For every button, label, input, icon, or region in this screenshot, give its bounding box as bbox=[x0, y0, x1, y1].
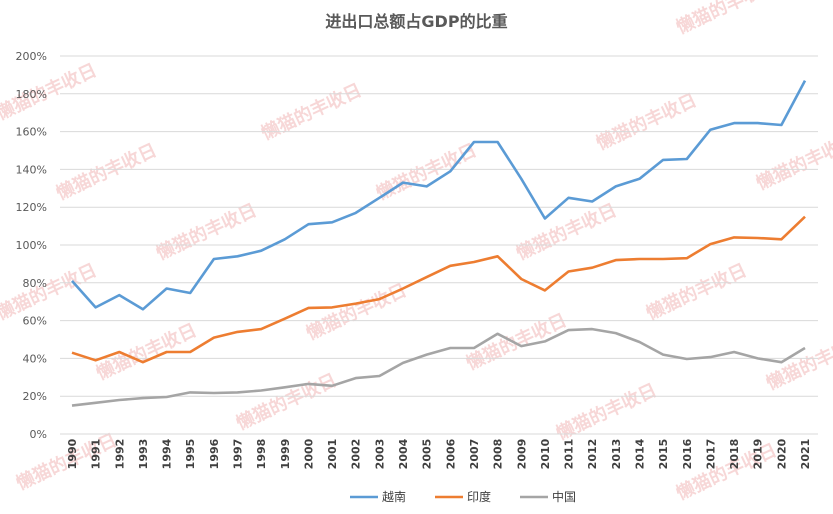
series-line-2 bbox=[71, 215, 806, 364]
x-tick-label: 2013 bbox=[610, 439, 623, 470]
x-tick-label: 1993 bbox=[137, 439, 150, 470]
x-tick-label: 2020 bbox=[775, 438, 788, 469]
watermark: 懒猫的丰收日 bbox=[513, 199, 620, 265]
y-tick-label: 40% bbox=[23, 352, 47, 365]
x-tick-label: 2001 bbox=[326, 439, 339, 470]
x-tick-label: 1996 bbox=[208, 438, 221, 469]
chart-title: 进出口总额占GDP的比重 bbox=[325, 12, 508, 31]
x-tick-label: 1990 bbox=[66, 438, 79, 469]
watermark: 懒猫的丰收日 bbox=[463, 309, 570, 375]
x-tick-label: 1998 bbox=[255, 439, 268, 470]
y-tick-label: 20% bbox=[23, 390, 47, 403]
x-tick-label: 2003 bbox=[373, 439, 386, 470]
series-line-3 bbox=[71, 327, 806, 407]
legend-label: 越南 bbox=[382, 489, 406, 504]
x-tick-label: 2009 bbox=[515, 439, 528, 470]
x-tick-label: 2008 bbox=[492, 439, 505, 470]
legend-label: 中国 bbox=[552, 489, 576, 504]
x-tick-label: 2018 bbox=[728, 439, 741, 470]
watermark: 懒猫的丰收日 bbox=[643, 259, 750, 325]
watermark: 懒猫的丰收日 bbox=[373, 139, 480, 205]
x-tick-label: 2011 bbox=[563, 439, 576, 470]
watermark: 懒猫的丰收日 bbox=[593, 89, 700, 155]
watermark: 懒猫的丰收日 bbox=[303, 279, 410, 345]
x-tick-label: 2010 bbox=[539, 438, 552, 469]
x-tick-label: 1994 bbox=[161, 438, 174, 469]
x-tick-label: 1992 bbox=[113, 439, 126, 470]
y-tick-label: 80% bbox=[23, 277, 47, 290]
watermark: 懒猫的丰收日 bbox=[553, 379, 660, 445]
y-tick-label: 200% bbox=[16, 50, 47, 63]
x-tick-label: 2012 bbox=[586, 439, 599, 470]
legend-label: 印度 bbox=[467, 489, 491, 504]
watermark: 懒猫的丰收日 bbox=[0, 259, 100, 325]
y-tick-label: 120% bbox=[16, 201, 47, 214]
watermark: 懒猫的丰收日 bbox=[753, 129, 833, 195]
x-tick-label: 2019 bbox=[752, 439, 765, 470]
x-tick-label: 1997 bbox=[232, 439, 245, 470]
y-tick-label: 0% bbox=[30, 428, 47, 441]
x-tick-label: 2006 bbox=[444, 438, 457, 469]
watermark: 懒猫的丰收日 bbox=[673, 0, 780, 39]
x-tick-label: 2002 bbox=[350, 439, 363, 470]
series-line-1 bbox=[71, 79, 807, 311]
x-tick-label: 2015 bbox=[657, 439, 670, 470]
watermark: 懒猫的丰收日 bbox=[233, 369, 340, 435]
x-tick-label: 2004 bbox=[397, 438, 410, 469]
x-tick-label: 2007 bbox=[468, 439, 481, 470]
x-tick-label: 2017 bbox=[704, 439, 717, 470]
x-tick-label: 2021 bbox=[799, 439, 812, 470]
y-tick-label: 160% bbox=[16, 126, 47, 139]
x-tick-label: 1999 bbox=[279, 439, 292, 470]
x-tick-label: 2014 bbox=[633, 438, 646, 469]
watermark: 懒猫的丰收日 bbox=[53, 139, 160, 205]
y-tick-label: 140% bbox=[16, 163, 47, 176]
x-tick-label: 2000 bbox=[302, 438, 315, 469]
x-tick-label: 1991 bbox=[90, 439, 103, 470]
x-tick-label: 2016 bbox=[681, 438, 694, 469]
y-tick-label: 180% bbox=[16, 88, 47, 101]
x-tick-label: 2005 bbox=[421, 439, 434, 470]
y-tick-label: 100% bbox=[16, 239, 47, 252]
y-tick-label: 60% bbox=[23, 315, 47, 328]
watermark: 懒猫的丰收日 bbox=[258, 79, 365, 145]
x-tick-label: 1995 bbox=[184, 439, 197, 470]
